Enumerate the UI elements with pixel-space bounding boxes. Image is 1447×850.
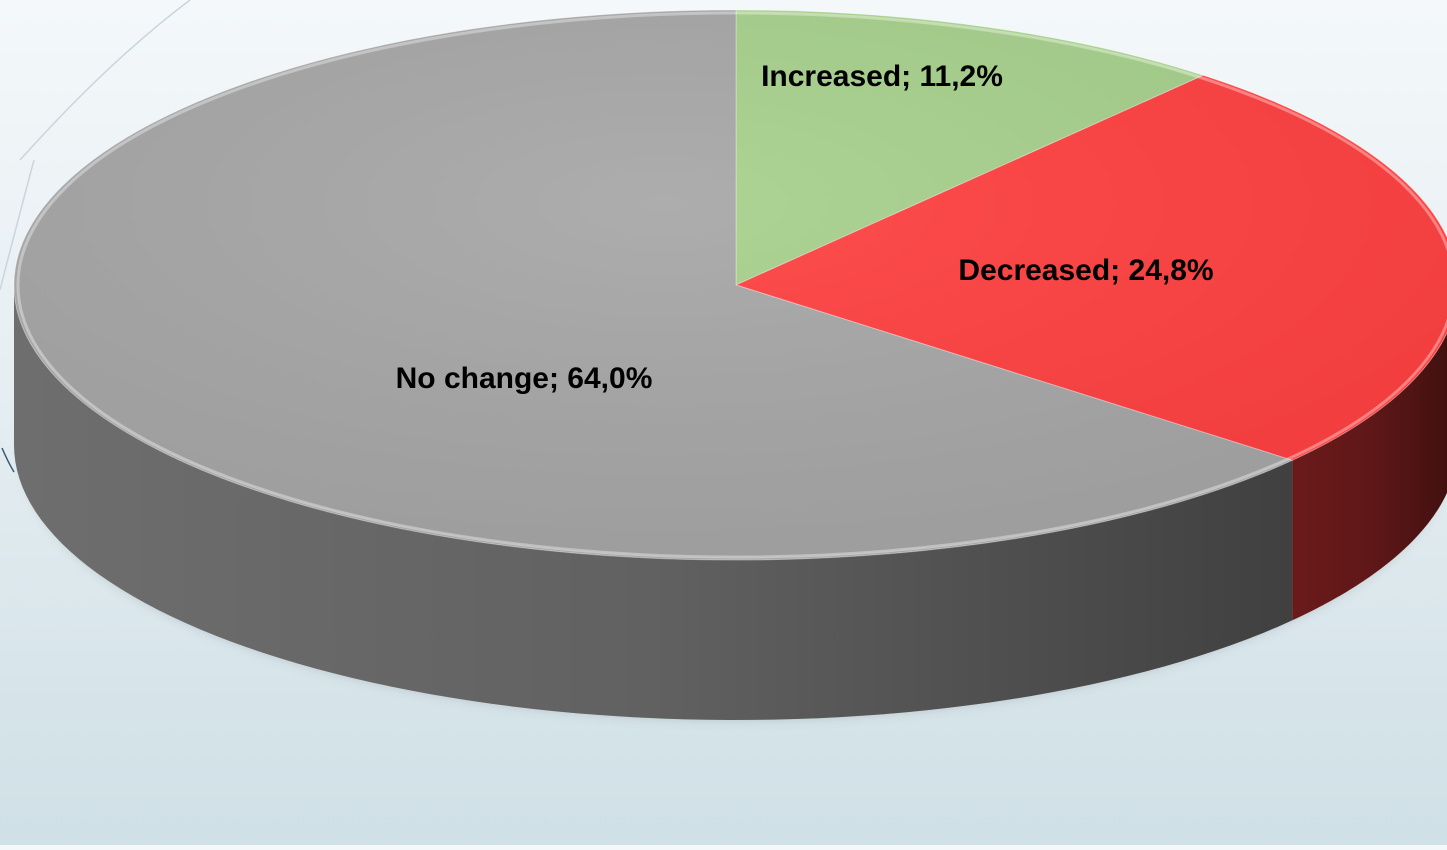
pie-top <box>13 9 1447 561</box>
background-curve <box>1 447 15 473</box>
data-labels: Increased; 11,2% Decreased; 24,8% No chang… <box>396 60 1214 395</box>
data-label-increased: Increased; 11,2% <box>761 60 1003 93</box>
data-label-decreased: Decreased; 24,8% <box>958 254 1213 287</box>
data-label-no-change: No change; 64,0% <box>396 362 653 395</box>
background-curve <box>19 0 191 161</box>
slice-side-shading <box>1292 332 1447 621</box>
pie-sides <box>14 285 1447 720</box>
pie-top-bevel <box>16 11 1447 559</box>
slice-side-shading <box>14 285 1293 720</box>
background-curve <box>0 159 35 291</box>
